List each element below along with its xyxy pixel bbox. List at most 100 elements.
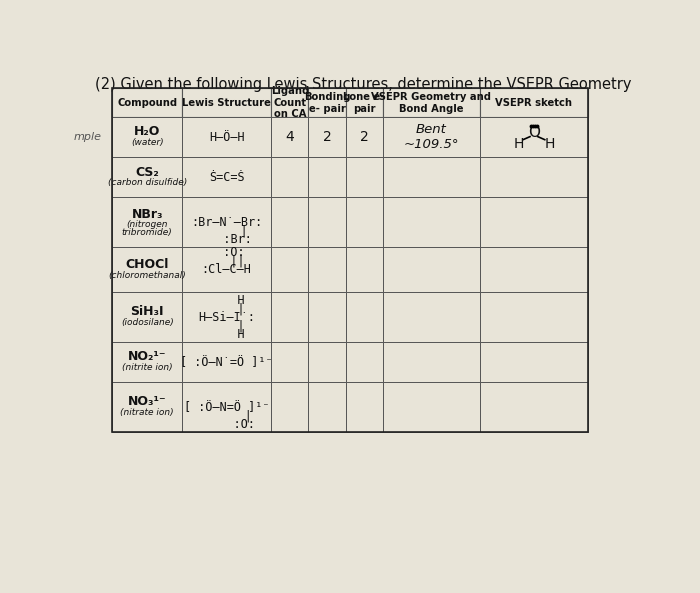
Bar (112, 197, 182, 247)
Text: 2: 2 (360, 130, 368, 144)
Text: Bonding
e- pair: Bonding e- pair (304, 92, 350, 113)
Text: VSEPR sketch: VSEPR sketch (496, 98, 573, 108)
Bar (309, 88, 346, 117)
Text: (2) Given the following Lewis Structures, determine the VSEPR Geometry: (2) Given the following Lewis Structures… (95, 77, 631, 93)
Bar (346, 117, 383, 157)
Text: Compound: Compound (117, 98, 177, 108)
Text: H–Si–İ:: H–Si–İ: (198, 311, 255, 324)
Bar (346, 247, 383, 292)
Text: H: H (513, 136, 524, 151)
Bar (346, 342, 383, 382)
Bar (271, 247, 309, 292)
Bar (383, 382, 480, 432)
Text: :Br–Ṅ–Br:: :Br–Ṅ–Br: (191, 216, 262, 229)
Text: mple: mple (74, 132, 102, 142)
Bar (182, 157, 271, 197)
Text: (nitrate ion): (nitrate ion) (120, 408, 174, 417)
Bar (480, 342, 588, 382)
Bar (309, 342, 346, 382)
Text: NO₃¹⁻: NO₃¹⁻ (128, 396, 167, 409)
Bar (182, 247, 271, 292)
Text: H: H (209, 294, 244, 307)
Text: |: | (209, 319, 244, 332)
Bar (480, 88, 588, 117)
Bar (346, 292, 383, 342)
Text: (water): (water) (131, 138, 164, 147)
Text: H₂O: H₂O (134, 126, 160, 139)
Bar (182, 197, 271, 247)
Bar (112, 247, 182, 292)
Bar (271, 117, 309, 157)
Text: :Br:: :Br: (202, 233, 251, 246)
Bar (480, 382, 588, 432)
Text: Bent
~109.5°: Bent ~109.5° (403, 123, 459, 151)
Text: |: | (205, 224, 248, 237)
Text: H: H (544, 136, 554, 151)
Bar (112, 382, 182, 432)
Text: SiH₃I: SiH₃I (130, 305, 164, 318)
Bar (383, 342, 480, 382)
Text: [ :Ö–N=Ö ]¹⁻: [ :Ö–N=Ö ]¹⁻ (184, 401, 270, 414)
Text: (iodosilane): (iodosilane) (121, 318, 174, 327)
Bar (112, 342, 182, 382)
Bar (182, 292, 271, 342)
Text: |: | (202, 409, 251, 422)
Bar (112, 88, 588, 432)
Text: Lewis Structure: Lewis Structure (182, 98, 271, 108)
Bar (309, 247, 346, 292)
Bar (480, 117, 588, 157)
Bar (346, 88, 383, 117)
Bar (112, 88, 182, 117)
Text: O: O (528, 125, 540, 141)
Text: ||: || (209, 255, 244, 268)
Bar (383, 292, 480, 342)
Bar (271, 197, 309, 247)
Text: NO₂¹⁻: NO₂¹⁻ (128, 350, 167, 364)
Text: :O:: :O: (209, 246, 244, 259)
Text: CS₂: CS₂ (135, 165, 159, 178)
Bar (480, 292, 588, 342)
Bar (309, 157, 346, 197)
Text: H: H (209, 327, 244, 340)
Bar (480, 157, 588, 197)
Bar (346, 382, 383, 432)
Text: (chloromethanal): (chloromethanal) (108, 271, 186, 280)
Text: :Cl–C–H: :Cl–C–H (202, 263, 251, 276)
Bar (182, 382, 271, 432)
Bar (112, 117, 182, 157)
Bar (480, 247, 588, 292)
Text: |: | (209, 302, 244, 315)
Text: [ :Ö–Ṅ=Ö ]¹⁻: [ :Ö–Ṅ=Ö ]¹⁻ (181, 356, 273, 369)
Bar (182, 342, 271, 382)
Bar (309, 382, 346, 432)
Bar (271, 292, 309, 342)
Text: tribromide): tribromide) (122, 228, 173, 237)
Bar (112, 292, 182, 342)
Bar (271, 342, 309, 382)
Bar (309, 117, 346, 157)
Text: H–Ö–H: H–Ö–H (209, 131, 244, 144)
Text: VSEPR Geometry and
Bond Angle: VSEPR Geometry and Bond Angle (371, 92, 491, 113)
Bar (271, 157, 309, 197)
Text: Ṡ=C=Ṡ: Ṡ=C=Ṡ (209, 171, 244, 184)
Text: NBr₃: NBr₃ (132, 208, 163, 221)
Text: 4: 4 (286, 130, 294, 144)
Bar (383, 157, 480, 197)
Bar (182, 88, 271, 117)
Bar (271, 382, 309, 432)
Bar (309, 292, 346, 342)
Bar (346, 157, 383, 197)
Text: Ligand
Count
on CA: Ligand Count on CA (271, 86, 309, 119)
Bar (309, 197, 346, 247)
Bar (383, 117, 480, 157)
Text: (nitrogen: (nitrogen (127, 220, 168, 229)
Text: (carbon disulfide): (carbon disulfide) (108, 178, 187, 187)
Bar (346, 197, 383, 247)
Bar (480, 197, 588, 247)
Text: :O:: :O: (198, 417, 255, 431)
Bar (271, 88, 309, 117)
Bar (383, 197, 480, 247)
Text: (nitrite ion): (nitrite ion) (122, 363, 172, 372)
Text: 2: 2 (323, 130, 331, 144)
Bar (383, 247, 480, 292)
